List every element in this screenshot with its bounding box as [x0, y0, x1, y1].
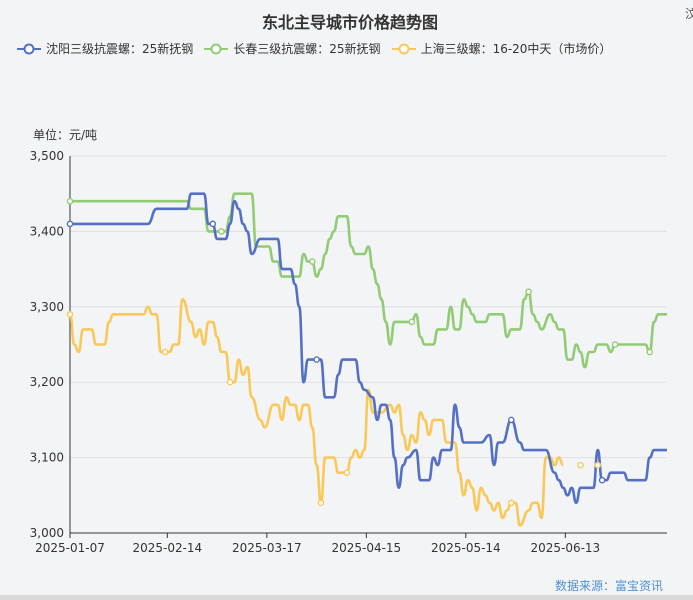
point-marker — [577, 461, 584, 469]
point-marker — [66, 220, 74, 228]
legend-label-shenyang: 沈阳三级抗震螺：25新抚钢 — [46, 42, 194, 56]
point-marker — [611, 341, 619, 348]
legend-item-shenyang[interactable]: 沈阳三级抗震螺：25新抚钢 — [16, 40, 193, 57]
point-marker — [343, 469, 351, 476]
point-marker — [313, 356, 320, 363]
legend-marker-shanghai — [391, 43, 416, 54]
point-marker — [525, 288, 532, 296]
series-line-2 — [68, 298, 564, 527]
unit-label: 单位：元/吨 — [33, 128, 98, 142]
series-lines — [68, 192, 667, 527]
y-tick-label: 3,300 — [30, 300, 64, 314]
point-marker — [66, 197, 74, 205]
y-tick-label: 3,000 — [30, 526, 64, 540]
point-marker — [66, 311, 74, 318]
point-marker — [507, 499, 515, 507]
point-marker — [507, 416, 515, 424]
point-marker — [646, 348, 653, 356]
point-marker — [209, 220, 217, 228]
x-tick-label: 2025-06-13 — [530, 541, 600, 555]
point-marker — [308, 258, 316, 265]
y-tick-label: 3,200 — [30, 375, 64, 389]
series-line-0 — [70, 192, 667, 505]
legend: 沈阳三级抗震螺：25新抚钢 长春三级抗震螺：25新抚钢 上海三级螺：16-20中… — [16, 40, 621, 57]
x-tick-label: 2025-04-15 — [331, 541, 401, 555]
point-marker — [598, 476, 606, 484]
point-marker — [594, 461, 602, 469]
x-tick-labels: 2025-01-07 2025-02-14 2025-03-17 2025-04-15… — [35, 541, 600, 555]
point-marker — [226, 378, 234, 386]
y-tick-label: 3,400 — [30, 224, 64, 238]
y-tick-label: 3,100 — [30, 451, 64, 465]
x-tick-label: 2025-03-17 — [232, 541, 302, 555]
legend-label-shanghai: 上海三级螺：16-20中天（市场价） — [420, 42, 612, 56]
grid-lines — [70, 155, 667, 459]
y-tick-labels: 3,000 3,100 3,200 3,300 3,400 3,500 — [30, 149, 64, 540]
legend-item-changchun[interactable]: 长春三级抗震螺：25新抚钢 — [203, 40, 381, 57]
chart-title: 东北主导城市价格趋势图 — [261, 13, 438, 32]
bottom-strip — [0, 595, 693, 600]
axes — [69, 156, 667, 538]
point-marker — [317, 499, 325, 507]
legend-marker-shenyang — [17, 43, 41, 54]
legend-label-changchun: 长春三级抗震螺：25新抚钢 — [233, 42, 381, 56]
x-tick-label: 2025-02-14 — [132, 541, 202, 555]
point-marker — [161, 348, 169, 356]
legend-marker-changchun — [204, 43, 229, 54]
y-tick-label: 3,500 — [30, 149, 64, 163]
point-marker — [218, 228, 225, 235]
legend-item-shanghai[interactable]: 上海三级螺：16-20中天（市场价） — [391, 40, 612, 57]
series-line-1 — [70, 192, 667, 369]
point-marker — [408, 318, 416, 326]
x-tick-label: 2025-05-14 — [431, 541, 501, 555]
x-tick-label: 2025-01-07 — [35, 541, 105, 555]
series-markers — [66, 197, 653, 507]
corner-glyph: 汶 — [684, 7, 693, 21]
source-label: 数据来源：富宝资讯 — [554, 579, 663, 593]
